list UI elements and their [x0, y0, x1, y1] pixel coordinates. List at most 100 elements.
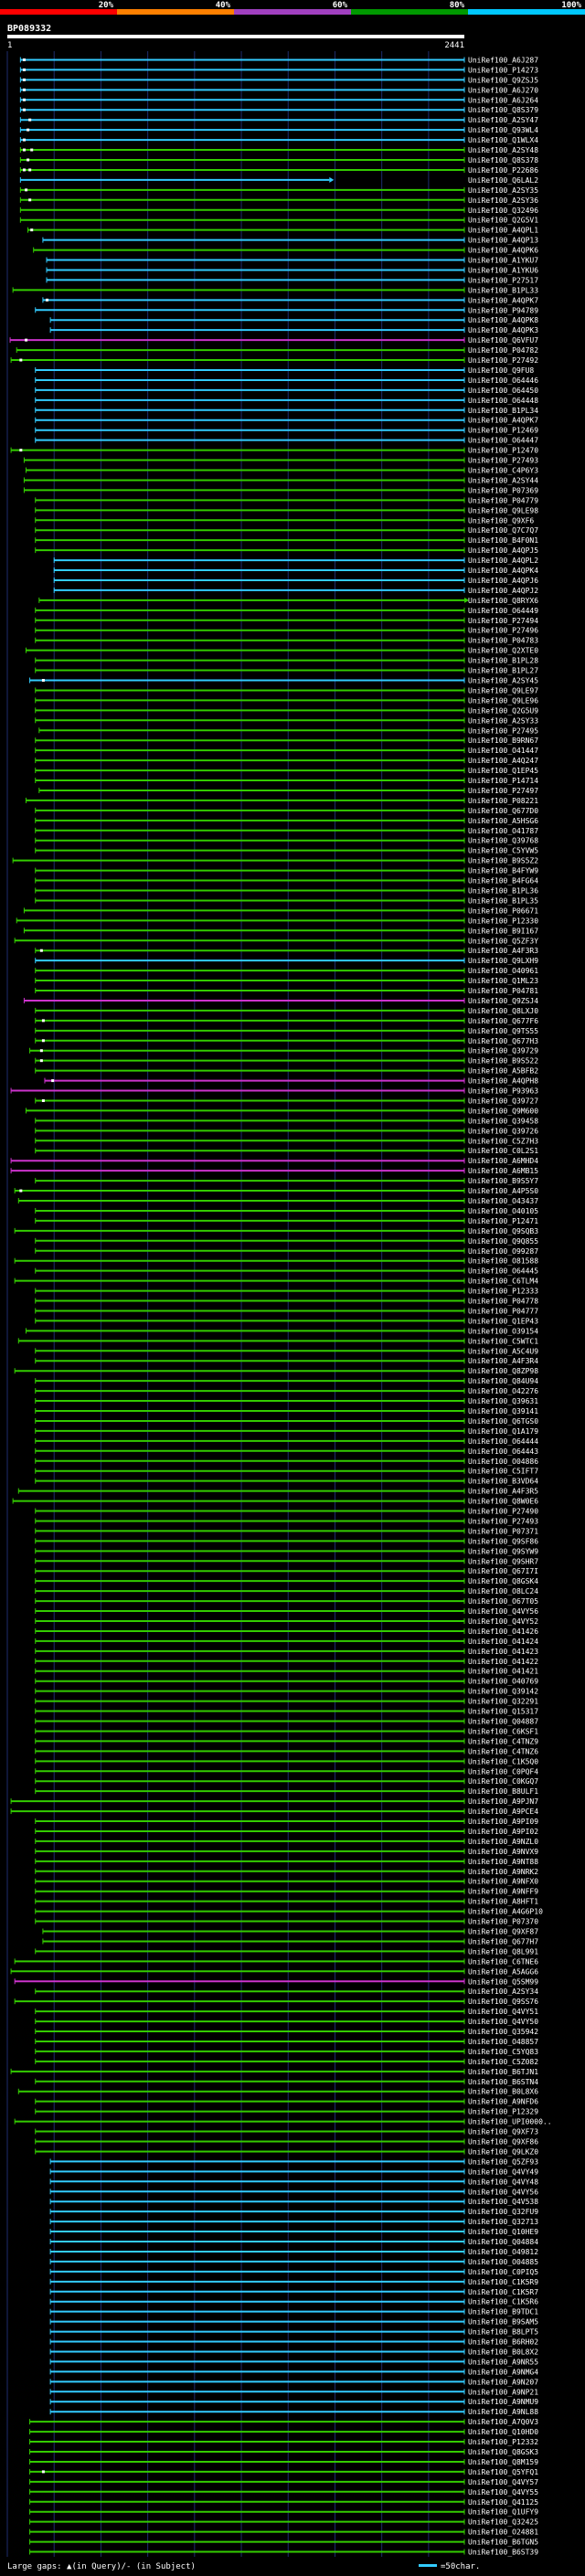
hit-label[interactable]: UniRef100_B4FG64: [468, 877, 538, 885]
hit-label[interactable]: UniRef100_Q67I7I: [468, 1567, 538, 1575]
hit-label[interactable]: UniRef100_Q39727: [468, 1097, 538, 1105]
hit-label[interactable]: UniRef100_A4F3R5: [468, 1488, 538, 1496]
hit-label[interactable]: UniRef100_P27494: [468, 617, 538, 625]
hit-label[interactable]: UniRef100_A9NT88: [468, 1858, 538, 1866]
hit-label[interactable]: UniRef100_Q2XTE0: [468, 647, 538, 655]
hit-label[interactable]: UniRef100_P04781: [468, 987, 538, 995]
hit-label[interactable]: UniRef100_O64447: [468, 437, 538, 445]
hit-label[interactable]: UniRef100_Q9SHR7: [468, 1557, 538, 1565]
hit-label[interactable]: UniRef100_A6MHD4: [468, 1157, 538, 1165]
hit-label[interactable]: UniRef100_A4QPK6: [468, 247, 538, 255]
hit-label[interactable]: UniRef100_A4QPK7: [468, 296, 538, 304]
hit-label[interactable]: UniRef100_O64444: [468, 1437, 538, 1446]
hit-label[interactable]: UniRef100_P04777: [468, 1307, 538, 1315]
hit-label[interactable]: UniRef100_P04782: [468, 346, 538, 355]
hit-label[interactable]: UniRef100_P12330: [468, 917, 538, 925]
hit-label[interactable]: UniRef100_B9TDC1: [468, 2308, 538, 2316]
hit-label[interactable]: UniRef100_A4QPK8: [468, 316, 538, 324]
hit-label[interactable]: UniRef100_A4Q247: [468, 757, 538, 765]
hit-label[interactable]: UniRef100_P27495: [468, 726, 538, 735]
hit-label[interactable]: UniRef100_B6STN4: [468, 2078, 538, 2086]
hit-label[interactable]: UniRef100_Q32496: [468, 207, 538, 215]
hit-label[interactable]: UniRef100_P06671: [468, 906, 538, 915]
hit-label[interactable]: UniRef100_C6TLM4: [468, 1277, 538, 1286]
hit-label[interactable]: UniRef100_P08221: [468, 797, 538, 805]
hit-label[interactable]: UniRef100_A9PCE4: [468, 1807, 538, 1816]
hit-label[interactable]: UniRef100_A4QPL2: [468, 557, 538, 565]
hit-label[interactable]: UniRef100_Q32713: [468, 2218, 538, 2226]
hit-label[interactable]: UniRef100_A4QPJ5: [468, 546, 538, 555]
hit-label[interactable]: UniRef100_A9N207: [468, 2378, 538, 2386]
hit-label[interactable]: UniRef100_O41423: [468, 1648, 538, 1656]
hit-label[interactable]: UniRef100_Q5ZF93: [468, 2157, 538, 2166]
hit-label[interactable]: UniRef100_A4QPK4: [468, 567, 538, 575]
hit-label[interactable]: UniRef100_A5HSG6: [468, 817, 538, 825]
hit-label[interactable]: UniRef100_Q8RYX6: [468, 597, 538, 605]
hit-label[interactable]: UniRef100_Q9M600: [468, 1107, 538, 1115]
hit-label[interactable]: UniRef100_O99287: [468, 1247, 538, 1256]
hit-label[interactable]: UniRef100_O39154: [468, 1327, 538, 1335]
hit-label[interactable]: UniRef100_Q10HD0: [468, 2428, 538, 2436]
hit-label[interactable]: UniRef100_P27497: [468, 787, 538, 795]
hit-label[interactable]: UniRef100_B1PL36: [468, 886, 538, 895]
hit-label[interactable]: UniRef100_B8ULF1: [468, 1787, 538, 1796]
hit-label[interactable]: UniRef100_Q32425: [468, 2518, 538, 2527]
hit-label[interactable]: UniRef100_C1K5R9: [468, 2278, 538, 2286]
hit-label[interactable]: UniRef100_C5IFT7: [468, 1468, 538, 1476]
hit-label[interactable]: UniRef100_O42276: [468, 1387, 538, 1395]
hit-label[interactable]: UniRef100_O41421: [468, 1668, 538, 1676]
hit-label[interactable]: UniRef100_O41422: [468, 1658, 538, 1666]
hit-label[interactable]: UniRef100_B9RN67: [468, 737, 538, 745]
hit-label[interactable]: UniRef100_Q39458: [468, 1117, 538, 1125]
hit-label[interactable]: UniRef100_Q1EP43: [468, 1317, 538, 1325]
hit-label[interactable]: UniRef100_Q9XF73: [468, 2128, 538, 2136]
hit-label[interactable]: UniRef100_B8LPT5: [468, 2328, 538, 2337]
hit-label[interactable]: UniRef100_C1K5Q0: [468, 1757, 538, 1765]
hit-label[interactable]: UniRef100_O48857: [468, 2038, 538, 2046]
hit-label[interactable]: UniRef100_Q1ML23: [468, 977, 538, 985]
hit-label[interactable]: UniRef100_Q9SF86: [468, 1537, 538, 1545]
hit-label[interactable]: UniRef100_O41447: [468, 747, 538, 755]
hit-label[interactable]: UniRef100_O04885: [468, 2258, 538, 2266]
hit-label[interactable]: UniRef100_B9SAM5: [468, 2318, 538, 2327]
hit-label[interactable]: UniRef100_P07370: [468, 1918, 538, 1926]
hit-label[interactable]: UniRef100_Q39768: [468, 837, 538, 845]
hit-label[interactable]: UniRef100_O8LC24: [468, 1587, 538, 1595]
hit-label[interactable]: UniRef100_A8HFT1: [468, 1898, 538, 1906]
hit-label[interactable]: UniRef100_A4QPJ2: [468, 587, 538, 595]
hit-label[interactable]: UniRef100_P07369: [468, 486, 538, 494]
hit-label[interactable]: UniRef100_Q9ZSJ5: [468, 76, 538, 84]
hit-label[interactable]: UniRef100_O24881: [468, 2528, 538, 2537]
hit-label[interactable]: UniRef100_Q9LE98: [468, 506, 538, 514]
hit-label[interactable]: UniRef100_A6J264: [468, 96, 538, 104]
hit-label[interactable]: UniRef100_Q8W0E6: [468, 1498, 538, 1506]
hit-label[interactable]: UniRef100_Q677D0: [468, 807, 538, 815]
hit-label[interactable]: UniRef100_C5YVW5: [468, 847, 538, 855]
hit-label[interactable]: UniRef100_Q7C7Q7: [468, 526, 538, 535]
hit-label[interactable]: UniRef100_A9PI09: [468, 1818, 538, 1826]
hit-label[interactable]: UniRef100_P14273: [468, 66, 538, 74]
hit-label[interactable]: UniRef100_A5BFB2: [468, 1067, 538, 1076]
hit-label[interactable]: UniRef100_A9NFF9: [468, 1888, 538, 1896]
hit-label[interactable]: UniRef100_B1PL33: [468, 286, 538, 294]
hit-label[interactable]: UniRef100_A7Q0V3: [468, 2418, 538, 2426]
hit-label[interactable]: UniRef100_Q9XF6: [468, 516, 534, 525]
hit-label[interactable]: UniRef100_A2SY45: [468, 677, 538, 685]
hit-label[interactable]: UniRef100_Q6TGS0: [468, 1417, 538, 1426]
hit-label[interactable]: UniRef100_Q04884: [468, 2238, 538, 2246]
hit-label[interactable]: UniRef100_Q9XF86: [468, 2137, 538, 2146]
hit-label[interactable]: UniRef100_Q9SYW9: [468, 1547, 538, 1555]
hit-label[interactable]: UniRef100_Q9LE96: [468, 696, 538, 705]
hit-label[interactable]: UniRef100_B9S5Y7: [468, 1177, 538, 1185]
hit-label[interactable]: UniRef100_C5WTC1: [468, 1337, 538, 1345]
hit-label[interactable]: UniRef100_O64449: [468, 607, 538, 615]
hit-label[interactable]: UniRef100_O41787: [468, 827, 538, 835]
hit-label[interactable]: UniRef100_A9NR55: [468, 2358, 538, 2366]
hit-label[interactable]: UniRef100_Q8M159: [468, 2458, 538, 2466]
hit-label[interactable]: UniRef100_A9NFD6: [468, 2098, 538, 2106]
hit-label[interactable]: UniRef100_A2SY47: [468, 116, 538, 124]
hit-label[interactable]: UniRef100_Q10HE9: [468, 2228, 538, 2236]
hit-label[interactable]: UniRef100_Q4VY51: [468, 2008, 538, 2016]
hit-label[interactable]: UniRef100_A5AGG6: [468, 1967, 538, 1976]
hit-label[interactable]: UniRef100_Q32FU9: [468, 2208, 538, 2216]
